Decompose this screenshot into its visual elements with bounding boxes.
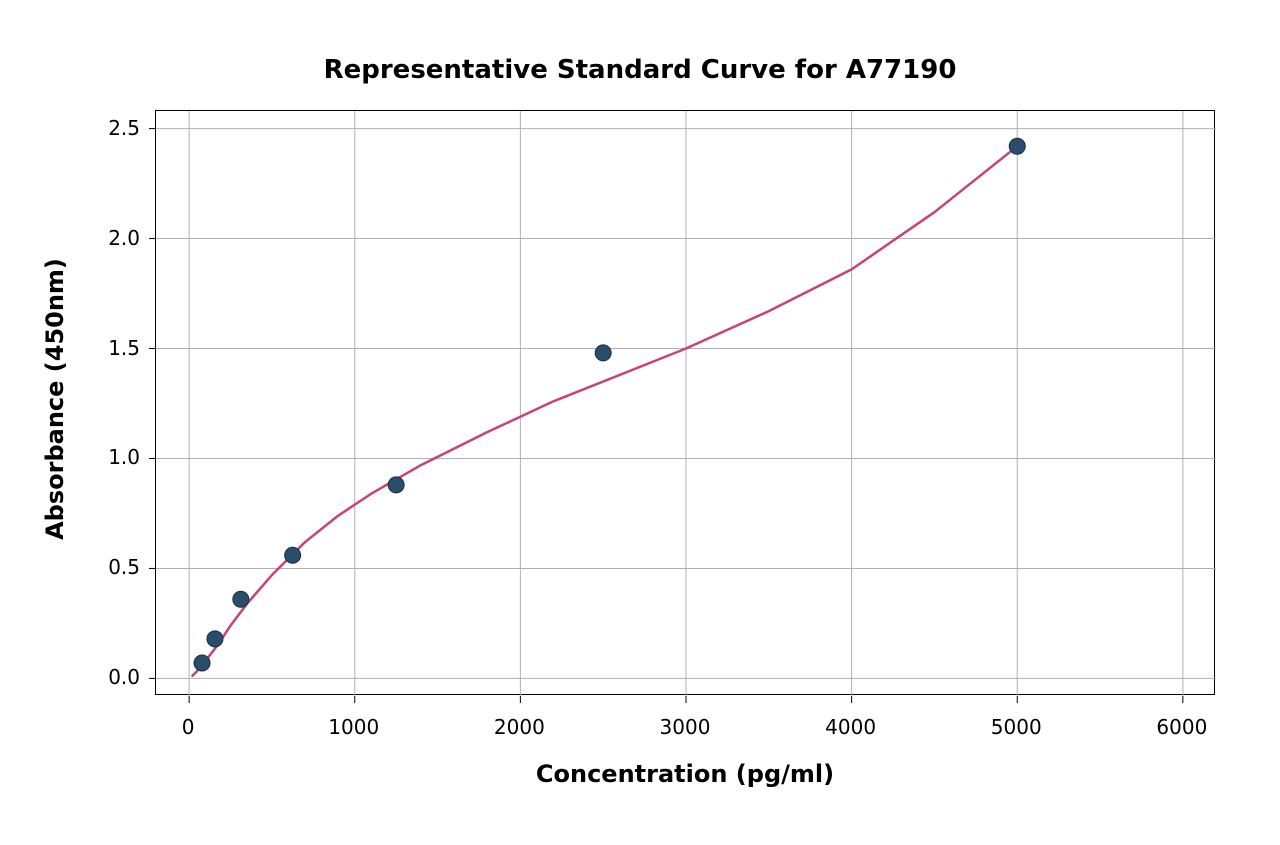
plot-area xyxy=(155,110,1215,695)
chart-title: Representative Standard Curve for A77190 xyxy=(0,55,1280,85)
xtick-label: 4000 xyxy=(825,715,876,739)
xtick-label: 6000 xyxy=(1156,715,1207,739)
chart-container: Representative Standard Curve for A77190… xyxy=(0,0,1280,845)
ytick-label: 0.5 xyxy=(80,555,140,579)
ytick-label: 2.0 xyxy=(80,226,140,250)
plot-svg xyxy=(156,111,1216,696)
xtick-label: 1000 xyxy=(328,715,379,739)
ytick-label: 1.0 xyxy=(80,445,140,469)
ytick-label: 0.0 xyxy=(80,665,140,689)
ytick-label: 1.5 xyxy=(80,336,140,360)
xtick-label: 0 xyxy=(182,715,195,739)
x-axis-label: Concentration (pg/ml) xyxy=(155,760,1215,788)
xtick-label: 2000 xyxy=(494,715,545,739)
xtick-label: 3000 xyxy=(660,715,711,739)
y-axis-label: Absorbance (450nm) xyxy=(41,249,69,549)
ytick-label: 2.5 xyxy=(80,116,140,140)
xtick-label: 5000 xyxy=(991,715,1042,739)
